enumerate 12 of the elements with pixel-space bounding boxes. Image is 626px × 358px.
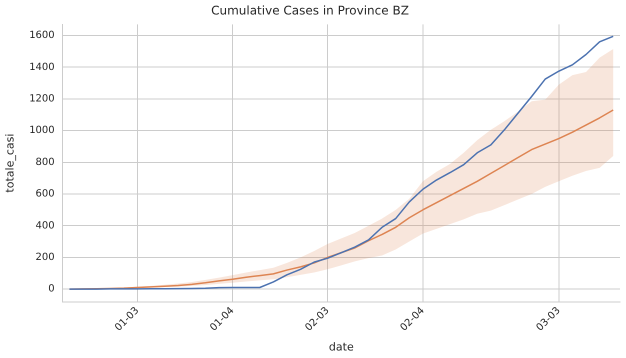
y-axis-title: totale_casi	[3, 134, 16, 193]
y-tick-label: 1000	[29, 125, 55, 136]
chart-title: Cumulative Cases in Province BZ	[211, 3, 409, 18]
y-tick-label: 600	[36, 188, 55, 200]
y-tick-label: 1200	[29, 93, 55, 104]
y-tick-label: 1600	[29, 30, 55, 42]
x-axis-title: date	[328, 340, 354, 354]
y-tick-label: 400	[36, 220, 55, 232]
y-tick-label: 800	[36, 156, 55, 168]
y-tick-label: 1400	[29, 62, 55, 73]
y-tick-label: 0	[48, 284, 55, 295]
y-tick-label: 200	[36, 252, 55, 263]
